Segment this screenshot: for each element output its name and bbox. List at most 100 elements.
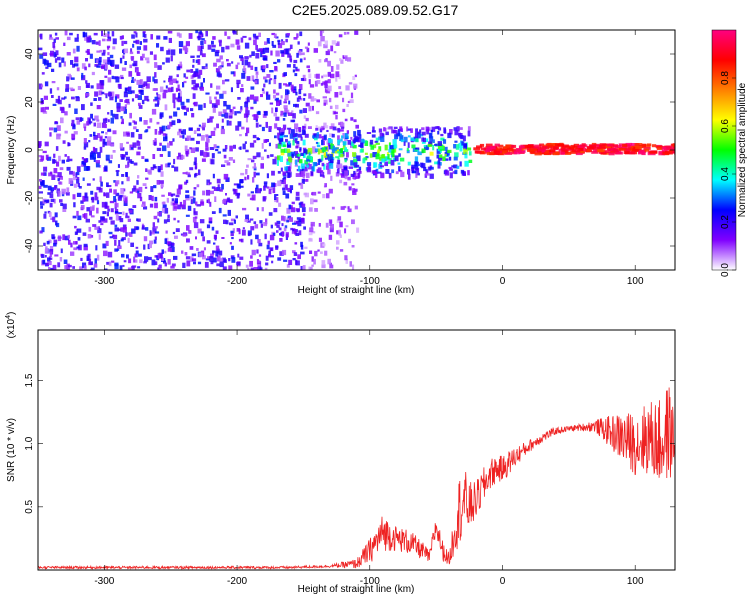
heatmap-cell: [314, 148, 320, 152]
heatmap-cell: [335, 104, 339, 110]
heatmap-cell: [115, 94, 120, 99]
heatmap-cell: [88, 258, 92, 265]
heatmap-cell: [345, 133, 349, 138]
heatmap-cell: [288, 48, 291, 51]
heatmap-cell: [97, 152, 101, 159]
heatmap-cell: [345, 85, 350, 91]
heatmap-cell: [101, 64, 106, 70]
heatmap-cell: [176, 99, 181, 102]
heatmap-cell: [372, 152, 377, 158]
heatmap-cell: [103, 33, 107, 37]
heatmap-cell: [193, 190, 196, 196]
heatmap-cell: [233, 219, 236, 224]
heatmap-cell: [256, 249, 259, 254]
heatmap-cell: [377, 149, 380, 153]
heatmap-cell: [149, 240, 153, 245]
heatmap-cell: [167, 218, 170, 223]
heatmap-cell: [348, 238, 351, 244]
heatmap-cell: [640, 144, 646, 148]
heatmap-cell: [138, 84, 143, 88]
heatmap-cell: [89, 206, 94, 211]
heatmap-cell: [394, 155, 399, 162]
heatmap-cell: [76, 177, 80, 180]
heatmap-cell: [109, 236, 114, 239]
heatmap-cell: [358, 166, 362, 170]
heatmap-cell: [279, 179, 283, 183]
heatmap-cell: [241, 60, 244, 66]
heatmap-cell: [137, 146, 141, 150]
heatmap-cell: [245, 149, 249, 153]
heatmap-cell: [250, 94, 255, 100]
heatmap-cell: [529, 148, 537, 152]
heatmap-cell: [210, 159, 215, 165]
heatmap-cell: [425, 173, 430, 176]
heatmap-cell: [339, 121, 344, 128]
heatmap-cell: [400, 171, 405, 178]
heatmap-cell: [209, 147, 215, 150]
heatmap-cell: [358, 134, 362, 139]
heatmap-cell: [283, 83, 287, 86]
heatmap-cell: [294, 123, 299, 129]
heatmap-cell: [173, 111, 178, 117]
heatmap-cell: [164, 262, 167, 267]
heatmap-cell: [81, 104, 85, 111]
heatmap-cell: [258, 48, 263, 52]
heatmap-cell: [99, 146, 103, 153]
colorbar-tick-label: 0.0: [720, 263, 731, 277]
heatmap-cell: [92, 178, 95, 181]
heatmap-cell: [313, 98, 317, 101]
heatmap-cell: [326, 193, 330, 199]
heatmap-cell: [290, 84, 294, 90]
heatmap-cell: [274, 195, 277, 200]
heatmap-cell: [200, 40, 204, 46]
heatmap-cell: [397, 130, 401, 136]
heatmap-cell: [216, 187, 221, 192]
heatmap-cell: [375, 142, 380, 145]
heatmap-cell: [136, 218, 139, 222]
heatmap-cell: [109, 188, 112, 193]
heatmap-cell: [145, 177, 149, 180]
heatmap-cell: [172, 138, 175, 142]
heatmap-cell: [44, 81, 49, 87]
heatmap-cell: [286, 207, 291, 214]
heatmap-cell: [172, 93, 176, 100]
heatmap-cell: [77, 86, 81, 90]
heatmap-cell: [38, 142, 42, 148]
heatmap-cell: [91, 196, 95, 203]
heatmap-cell: [321, 75, 324, 79]
heatmap-cell: [64, 111, 68, 116]
heatmap-cell: [345, 55, 348, 61]
heatmap-cell: [448, 166, 452, 170]
snr-x-label: Height of straight line (km): [298, 584, 415, 595]
heatmap-cell: [255, 53, 260, 59]
heatmap-cell: [93, 157, 96, 162]
heatmap-cell: [384, 144, 388, 151]
heatmap-cell: [340, 59, 344, 64]
heatmap-cell: [298, 159, 303, 164]
heatmap-cell: [554, 143, 560, 147]
heatmap-cell: [268, 189, 272, 195]
heatmap-cell: [327, 71, 331, 77]
heatmap-cell: [439, 162, 442, 166]
heatmap-cell: [147, 169, 152, 174]
heatmap-cell: [274, 199, 277, 203]
heatmap-cell: [154, 261, 158, 265]
heatmap-cell: [425, 156, 430, 163]
heatmap-cell: [43, 242, 46, 246]
heatmap-cell: [198, 69, 203, 75]
heatmap-cell: [165, 230, 168, 234]
heatmap-cell: [127, 161, 130, 167]
heatmap-cell: [286, 90, 290, 94]
heatmap-cell: [66, 192, 70, 196]
heatmap-cell: [218, 73, 222, 78]
heatmap-cell: [54, 121, 59, 125]
heatmap-cell: [489, 152, 496, 156]
heatmap-cell: [132, 43, 135, 48]
heatmap-cell: [362, 158, 366, 164]
heatmap-cell: [198, 32, 203, 38]
heatmap-cell: [131, 228, 136, 234]
heatmap-cell: [414, 161, 418, 167]
heatmap-cell: [283, 101, 287, 104]
heatmap-cell: [273, 78, 277, 85]
heatmap-cell: [406, 126, 409, 132]
